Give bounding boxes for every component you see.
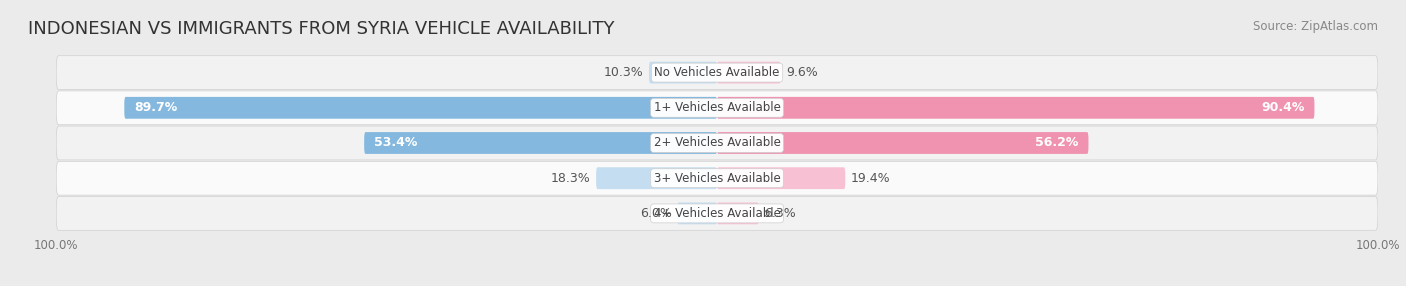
FancyBboxPatch shape <box>56 91 1378 125</box>
Text: No Vehicles Available: No Vehicles Available <box>654 66 780 79</box>
FancyBboxPatch shape <box>717 62 780 84</box>
Text: 18.3%: 18.3% <box>551 172 591 185</box>
FancyBboxPatch shape <box>717 132 1088 154</box>
FancyBboxPatch shape <box>56 126 1378 160</box>
Text: 56.2%: 56.2% <box>1035 136 1078 150</box>
FancyBboxPatch shape <box>717 97 1315 119</box>
FancyBboxPatch shape <box>717 202 759 224</box>
Text: 53.4%: 53.4% <box>374 136 418 150</box>
FancyBboxPatch shape <box>124 97 717 119</box>
FancyBboxPatch shape <box>364 132 717 154</box>
Text: 4+ Vehicles Available: 4+ Vehicles Available <box>654 207 780 220</box>
FancyBboxPatch shape <box>650 62 717 84</box>
Text: 19.4%: 19.4% <box>851 172 890 185</box>
Text: 6.3%: 6.3% <box>763 207 796 220</box>
Text: Source: ZipAtlas.com: Source: ZipAtlas.com <box>1253 20 1378 33</box>
Text: 1+ Vehicles Available: 1+ Vehicles Available <box>654 101 780 114</box>
Text: INDONESIAN VS IMMIGRANTS FROM SYRIA VEHICLE AVAILABILITY: INDONESIAN VS IMMIGRANTS FROM SYRIA VEHI… <box>28 20 614 38</box>
FancyBboxPatch shape <box>678 202 717 224</box>
FancyBboxPatch shape <box>56 161 1378 195</box>
FancyBboxPatch shape <box>56 196 1378 230</box>
Text: 90.4%: 90.4% <box>1261 101 1305 114</box>
Text: 9.6%: 9.6% <box>786 66 817 79</box>
Text: 2+ Vehicles Available: 2+ Vehicles Available <box>654 136 780 150</box>
Text: 6.0%: 6.0% <box>640 207 672 220</box>
FancyBboxPatch shape <box>56 56 1378 90</box>
Text: 89.7%: 89.7% <box>134 101 177 114</box>
FancyBboxPatch shape <box>596 167 717 189</box>
Text: 10.3%: 10.3% <box>605 66 644 79</box>
FancyBboxPatch shape <box>717 167 845 189</box>
Text: 3+ Vehicles Available: 3+ Vehicles Available <box>654 172 780 185</box>
